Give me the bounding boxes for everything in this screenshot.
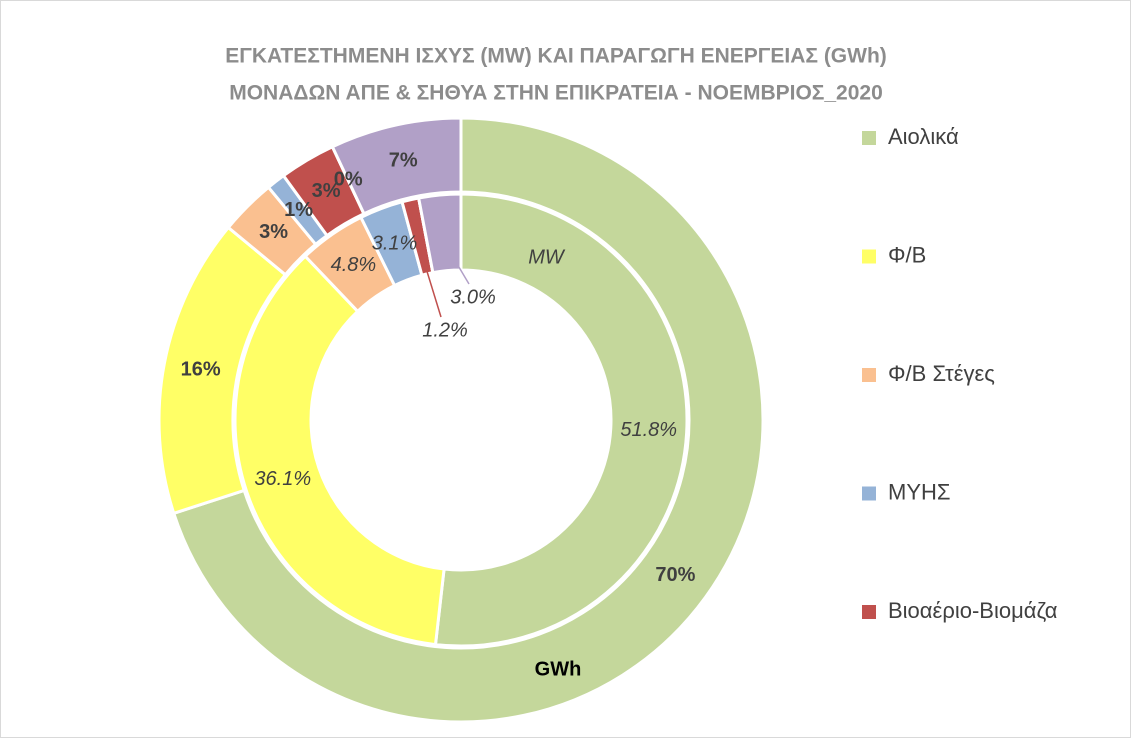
data-label: 3% — [312, 180, 341, 202]
legend-swatch — [862, 249, 876, 264]
callout-line — [442, 240, 470, 285]
legend-swatch — [862, 131, 876, 145]
data-label: 3.0% — [450, 286, 496, 308]
data-label: 1% — [284, 199, 313, 221]
ring-label: GWh — [535, 658, 582, 680]
ring-label: MW — [528, 246, 566, 268]
data-label: 4.8% — [331, 254, 377, 276]
legend-label: Βιοαέριο-Βιομάζα — [888, 598, 1058, 623]
data-label: 0% — [334, 169, 363, 191]
data-label: 36.1% — [254, 468, 311, 490]
legend-swatch — [862, 605, 876, 619]
donut-segment — [171, 116, 765, 724]
donut-segment — [330, 116, 463, 216]
chart-title: ΜΟΝΑΔΩΝ ΑΠΕ & ΣΗΘΥΑ ΣΤΗΝ ΕΠΙΚΡΑΤΕΙΑ - ΝΟ… — [229, 82, 883, 105]
data-label: 51.8% — [620, 419, 677, 441]
callout-line — [418, 244, 442, 318]
data-label: 1.2% — [422, 319, 468, 341]
data-label: 16% — [181, 359, 221, 381]
legend-label: ΜΥΗΣ — [888, 479, 951, 504]
legend-label: Φ/Β — [888, 242, 926, 267]
legend-label: Φ/Β Στέγες — [888, 361, 995, 386]
legend-label: Αιολικά — [888, 124, 959, 149]
data-label: 7% — [389, 150, 418, 172]
donut-segment — [433, 192, 689, 648]
data-label: 70% — [655, 564, 695, 586]
donut-segment — [233, 254, 446, 647]
data-label: 3% — [259, 221, 288, 243]
legend-swatch — [862, 486, 876, 501]
legend-swatch — [862, 368, 876, 382]
chart-title: ΕΓΚΑΤΕΣΤΗΜΕΝΗ ΙΣΧΥΣ (MW) ΚΑΙ ΠΑΡΑΓΩΓΗ ΕΝ… — [225, 45, 887, 68]
data-label: 3.1% — [372, 232, 418, 254]
